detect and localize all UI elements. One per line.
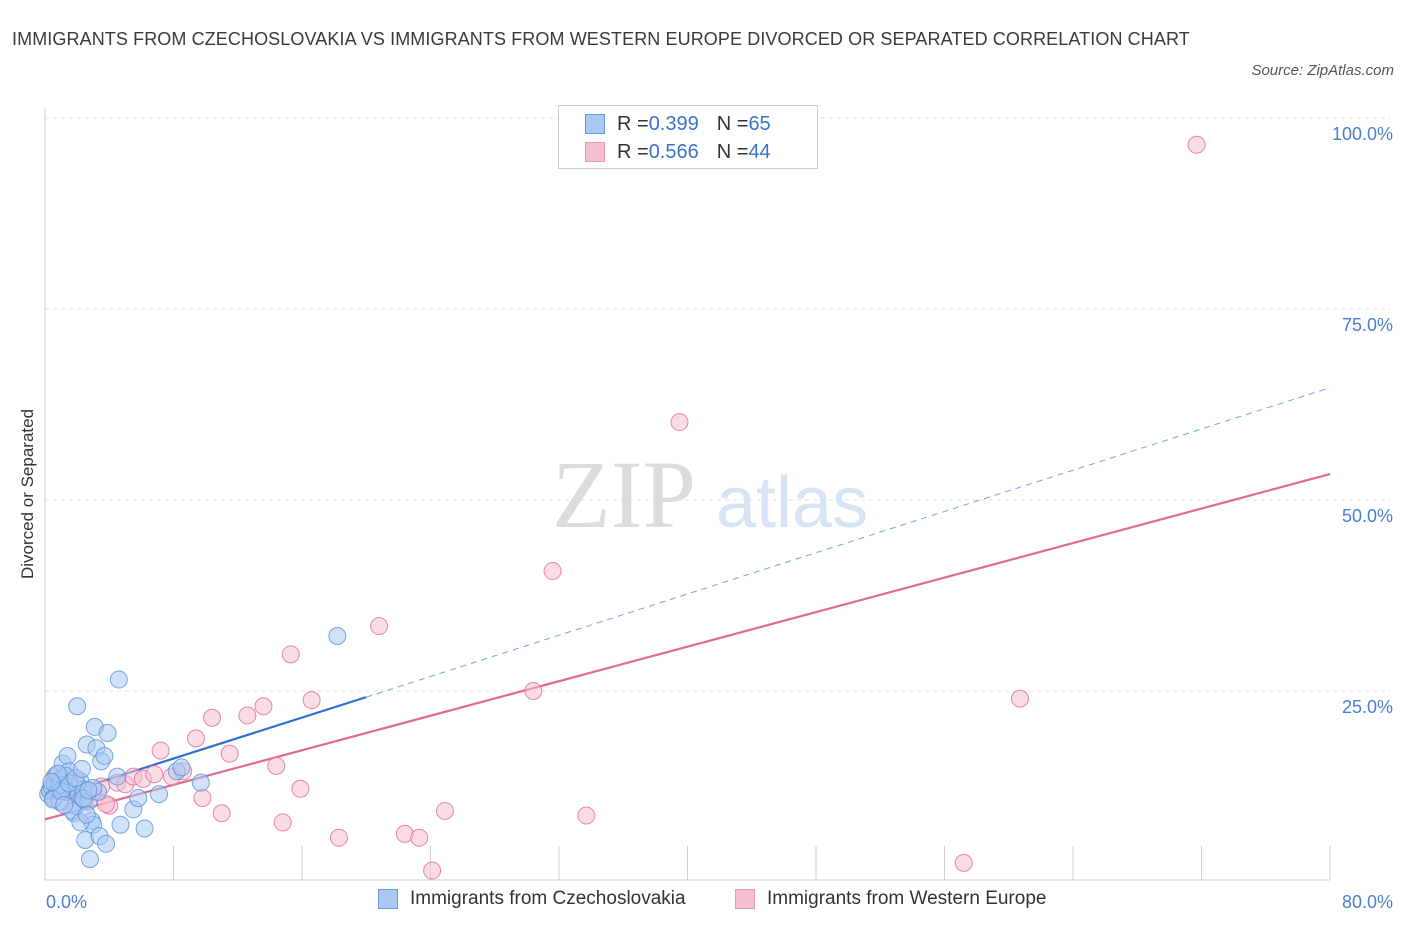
source-label: Source: ZipAtlas.com (1251, 62, 1394, 79)
point-western-europe (543, 562, 562, 581)
legend-n-value: 65 (748, 112, 771, 135)
point-czechoslovakia (77, 805, 96, 824)
x-tick-label: 0.0% (46, 892, 87, 912)
point-western-europe (220, 744, 239, 763)
point-western-europe (212, 804, 231, 823)
y-tick-label: 50.0% (1342, 506, 1393, 526)
y-tick-label: 75.0% (1342, 315, 1393, 335)
legend-r-value: 0.566 (648, 140, 699, 163)
series-legend: Immigrants from Czechoslovakia Immigrant… (0, 888, 1406, 916)
point-western-europe (254, 697, 273, 716)
legend: R = 0.399 N = 65 R = 0.566 N = 44 (558, 105, 818, 169)
series-legend-czechoslovakia: Immigrants from Czechoslovakia (378, 888, 686, 910)
point-czechoslovakia (80, 850, 99, 869)
point-western-europe (151, 741, 170, 760)
point-western-europe (267, 756, 286, 775)
point-western-europe (524, 682, 543, 700)
point-czechoslovakia (58, 746, 77, 765)
trend-line-czechoslovakia-extension (366, 387, 1331, 698)
point-western-europe (1010, 689, 1029, 708)
point-western-europe (423, 861, 442, 880)
legend-n-label: N = (716, 140, 749, 163)
series-swatch-pink (735, 889, 755, 909)
series-swatch-blue (378, 889, 398, 909)
point-czechoslovakia (328, 626, 347, 645)
point-czechoslovakia (109, 670, 128, 689)
point-czechoslovakia (111, 815, 130, 834)
trend-line-western-europe (44, 472, 1331, 821)
point-western-europe (370, 617, 389, 636)
point-czechoslovakia (72, 759, 91, 778)
point-czechoslovakia (172, 758, 191, 777)
point-western-europe (410, 828, 429, 847)
point-western-europe (954, 853, 973, 872)
point-western-europe (238, 706, 257, 725)
legend-n-value: 44 (748, 140, 771, 163)
point-czechoslovakia (95, 746, 114, 765)
point-western-europe (577, 806, 596, 825)
tick-labels: 100.0% 75.0% 50.0% 25.0% 0.0% 80.0% (46, 124, 1393, 912)
y-tick-label: 25.0% (1342, 697, 1393, 717)
legend-n-label: N = (716, 112, 749, 135)
point-western-europe (203, 708, 222, 727)
point-western-europe (1187, 135, 1206, 154)
point-czechoslovakia (108, 767, 127, 786)
gridlines (45, 117, 1390, 692)
y-tick-label: 100.0% (1332, 124, 1393, 144)
point-czechoslovakia (191, 773, 210, 792)
point-czechoslovakia (129, 788, 148, 807)
data-points (39, 135, 1206, 880)
point-czechoslovakia (135, 819, 154, 838)
point-czechoslovakia (150, 785, 169, 804)
series-label: Immigrants from Czechoslovakia (410, 888, 686, 909)
point-western-europe (273, 813, 292, 832)
point-czechoslovakia (68, 697, 87, 716)
legend-r-label: R = (617, 112, 649, 135)
point-western-europe (670, 413, 689, 432)
point-western-europe (435, 801, 454, 820)
x-tick-label: 80.0% (1342, 892, 1393, 912)
series-label: Immigrants from Western Europe (767, 888, 1047, 909)
legend-swatch-blue (585, 114, 605, 134)
point-western-europe (291, 779, 310, 798)
watermark: ZIP atlas (552, 441, 868, 548)
series-legend-western-europe: Immigrants from Western Europe (735, 888, 1046, 910)
y-axis-label: Divorced or Separated (18, 409, 37, 579)
point-western-europe (186, 729, 205, 748)
watermark-zip: ZIP (552, 441, 696, 548)
point-czechoslovakia (42, 772, 61, 791)
chart-title: IMMIGRANTS FROM CZECHOSLOVAKIA VS IMMIGR… (12, 29, 1190, 49)
legend-row-czechoslovakia: R = 0.399 N = 65 (585, 111, 771, 137)
watermark-atlas: atlas (716, 463, 868, 543)
legend-row-western-europe: R = 0.566 N = 44 (585, 139, 771, 165)
point-western-europe (193, 788, 212, 807)
point-czechoslovakia (97, 834, 116, 853)
point-czechoslovakia (55, 795, 74, 814)
point-czechoslovakia (79, 781, 98, 800)
legend-swatch-pink (585, 142, 605, 162)
point-western-europe (145, 765, 164, 784)
point-western-europe (281, 645, 300, 664)
legend-r-value: 0.399 (648, 112, 699, 135)
axes (44, 108, 1331, 881)
legend-r-label: R = (617, 140, 649, 163)
point-western-europe (302, 691, 321, 710)
point-czechoslovakia (98, 724, 117, 743)
point-western-europe (329, 828, 348, 847)
